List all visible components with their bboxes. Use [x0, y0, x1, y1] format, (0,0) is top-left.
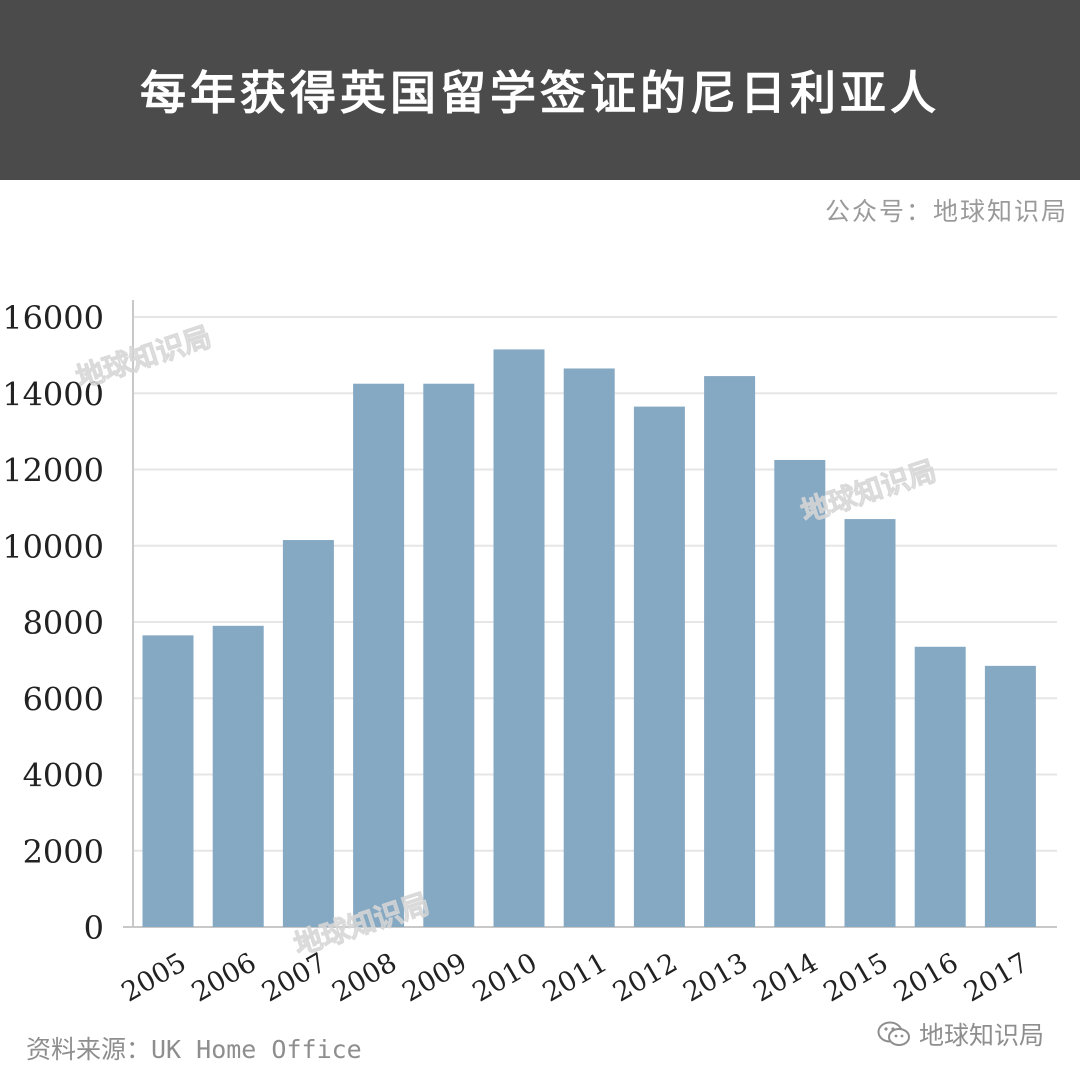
bar-2005 — [142, 635, 194, 927]
header-banner: 每年获得英国留学签证的尼日利亚人 — [0, 0, 1080, 180]
y-tick-label: 10000 — [2, 528, 104, 566]
y-tick-label: 14000 — [2, 375, 104, 413]
page-title: 每年获得英国留学签证的尼日利亚人 — [140, 66, 940, 120]
bar-2006 — [212, 625, 264, 927]
x-tick-label: 2015 — [818, 947, 893, 1008]
bar-2013 — [704, 376, 756, 927]
bar-2007 — [282, 540, 334, 927]
bar-2014 — [774, 459, 826, 927]
bar-2015 — [844, 519, 896, 927]
x-tick-label: 2010 — [467, 947, 542, 1008]
y-tick-label: 16000 — [2, 299, 104, 337]
y-tick-label: 2000 — [23, 833, 104, 871]
x-tick-label: 2011 — [538, 947, 613, 1008]
bar-2009 — [423, 383, 475, 927]
x-tick-label: 2007 — [257, 947, 332, 1008]
bar-2008 — [353, 383, 405, 927]
account-label: 公众号：地球知识局 — [824, 197, 1068, 226]
x-tick-label: 2012 — [608, 947, 683, 1008]
y-tick-label: 4000 — [23, 757, 104, 795]
x-tick-label: 2016 — [889, 947, 964, 1008]
bar-2011 — [563, 368, 615, 927]
y-tick-label: 6000 — [23, 680, 104, 718]
brand-text: 地球知识局 — [918, 1021, 1044, 1050]
bar-2017 — [984, 665, 1036, 927]
x-tick-label: 2009 — [397, 947, 472, 1008]
y-tick-label: 12000 — [2, 452, 104, 490]
y-tick-label: 8000 — [23, 604, 104, 642]
x-tick-label: 2013 — [678, 947, 753, 1008]
brand-logo: 地球知识局 — [877, 1016, 1044, 1052]
wechat-icon — [877, 1021, 910, 1046]
x-tick-label: 2017 — [959, 947, 1034, 1008]
bar-2012 — [633, 406, 685, 927]
x-tick-label: 2014 — [748, 947, 823, 1008]
bar-2010 — [493, 349, 545, 927]
x-tick-label: 2006 — [187, 947, 262, 1008]
x-tick-label: 2005 — [116, 947, 191, 1008]
source-label: 资料来源：UK Home Office — [26, 1035, 362, 1064]
y-tick-label: 0 — [84, 909, 104, 947]
bar-2016 — [914, 646, 966, 927]
x-tick-label: 2008 — [327, 947, 402, 1008]
